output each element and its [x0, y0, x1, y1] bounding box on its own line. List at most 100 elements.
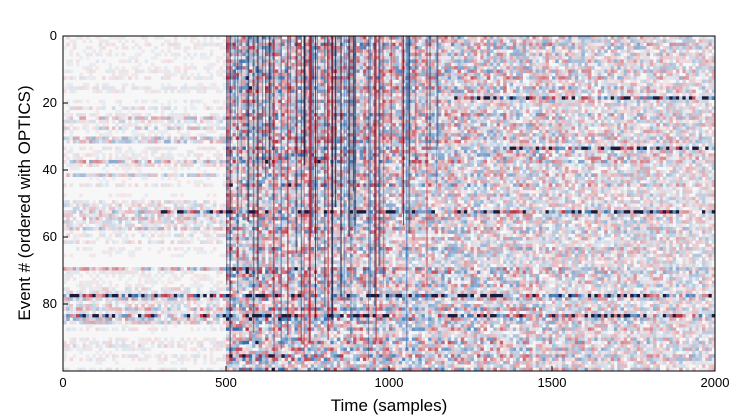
- heatmap-cell: [444, 136, 448, 141]
- heatmap-cell: [695, 42, 699, 47]
- heatmap-cell: [229, 119, 233, 124]
- heatmap-cell: [252, 86, 256, 90]
- heatmap-cell: [640, 69, 644, 74]
- heatmap-cell: [219, 133, 224, 137]
- heatmap-cell: [662, 86, 667, 90]
- heatmap-cell: [568, 56, 572, 60]
- heatmap-cell: [653, 46, 657, 50]
- heatmap-cell: [82, 66, 87, 70]
- heatmap-cell: [111, 106, 116, 110]
- heatmap-cell: [343, 119, 347, 124]
- heatmap-cell: [662, 62, 667, 67]
- heatmap-cell: [385, 69, 390, 74]
- heatmap-cell: [375, 116, 380, 121]
- heatmap-cell: [708, 42, 713, 47]
- heatmap-cell: [369, 113, 373, 117]
- heatmap-row: [66, 116, 716, 121]
- heatmap-cell: [248, 49, 253, 54]
- heatmap-cell: [581, 46, 585, 50]
- heatmap-cell: [483, 92, 488, 97]
- heatmap-cell: [711, 36, 716, 40]
- heatmap-cell: [450, 113, 455, 117]
- heatmap-cell: [538, 139, 543, 144]
- heatmap-cell: [349, 39, 354, 43]
- heatmap-cell: [85, 36, 90, 40]
- heatmap-cell: [685, 59, 690, 64]
- heatmap-cell: [483, 109, 488, 114]
- heatmap-cell: [151, 99, 155, 104]
- heatmap-cell: [626, 49, 631, 54]
- heatmap-cell: [261, 36, 266, 40]
- heatmap-cell: [369, 39, 373, 43]
- heatmap-cell: [385, 49, 390, 54]
- heatmap-cell: [682, 86, 686, 90]
- heatmap-cell: [653, 79, 657, 84]
- heatmap-cell: [137, 69, 142, 74]
- heatmap-cell: [688, 79, 693, 84]
- heatmap-cell: [597, 103, 602, 107]
- heatmap-cell: [216, 116, 220, 121]
- heatmap-cell: [591, 59, 595, 64]
- heatmap-cell: [532, 123, 536, 127]
- heatmap-cell: [649, 49, 654, 54]
- heatmap-cell: [151, 129, 155, 134]
- heatmap-cell: [633, 116, 638, 121]
- heatmap-cell: [669, 66, 673, 70]
- heatmap-cell: [327, 136, 331, 141]
- heatmap-cell: [85, 126, 90, 131]
- heatmap-cell: [467, 103, 471, 107]
- heatmap-cell: [548, 119, 553, 124]
- heatmap-cell: [555, 42, 559, 47]
- heatmap-cell: [437, 126, 442, 131]
- heatmap-cell: [124, 39, 129, 43]
- heatmap-cell: [245, 56, 250, 60]
- heatmap-cell: [568, 69, 572, 74]
- heatmap-cell: [340, 36, 344, 40]
- heatmap-cell: [287, 126, 292, 131]
- heatmap-cell: [467, 76, 471, 80]
- heatmap-cell: [362, 69, 367, 74]
- heatmap-row: [63, 76, 716, 80]
- heatmap-cell: [102, 116, 106, 121]
- heatmap-cell: [362, 123, 367, 127]
- heatmap-cell: [460, 123, 465, 127]
- heatmap-cell: [493, 59, 497, 64]
- heatmap-cell: [626, 89, 631, 94]
- heatmap-cell: [424, 46, 429, 50]
- heatmap-cell: [369, 133, 373, 137]
- heatmap-cell: [486, 103, 491, 107]
- heatmap-cell: [447, 56, 452, 60]
- heatmap-cell: [467, 109, 471, 114]
- heatmap-cell: [121, 116, 126, 121]
- heatmap-cell: [124, 113, 129, 117]
- heatmap-cell: [666, 103, 670, 107]
- heatmap-cell: [441, 126, 445, 131]
- heatmap-cell: [395, 92, 400, 97]
- heatmap-cell: [640, 39, 644, 43]
- heatmap-cell: [340, 56, 344, 60]
- heatmap-cell: [656, 56, 660, 60]
- heatmap-cell: [167, 133, 171, 137]
- heatmap-cell: [336, 109, 341, 114]
- heatmap-cell: [656, 46, 660, 50]
- heatmap-cell: [682, 82, 686, 87]
- heatmap-cell: [649, 116, 654, 121]
- heatmap-cell: [597, 52, 602, 57]
- heatmap-cell: [503, 39, 507, 43]
- heatmap-cell: [503, 106, 507, 110]
- heatmap-cell: [258, 82, 263, 87]
- heatmap-cell: [529, 119, 533, 124]
- heatmap-cell: [542, 92, 546, 97]
- heatmap-cell: [66, 103, 70, 107]
- heatmap-cell: [512, 116, 517, 121]
- heatmap-cell: [496, 96, 501, 100]
- heatmap-cell: [490, 79, 494, 84]
- heatmap-cell: [291, 106, 295, 110]
- heatmap-cell: [565, 113, 569, 117]
- heatmap-cell: [362, 56, 367, 60]
- heatmap-cell: [568, 82, 572, 87]
- heatmap-cell: [480, 56, 484, 60]
- heatmap-cell: [229, 49, 233, 54]
- heatmap-cell: [144, 76, 149, 80]
- heatmap-cell: [297, 56, 302, 60]
